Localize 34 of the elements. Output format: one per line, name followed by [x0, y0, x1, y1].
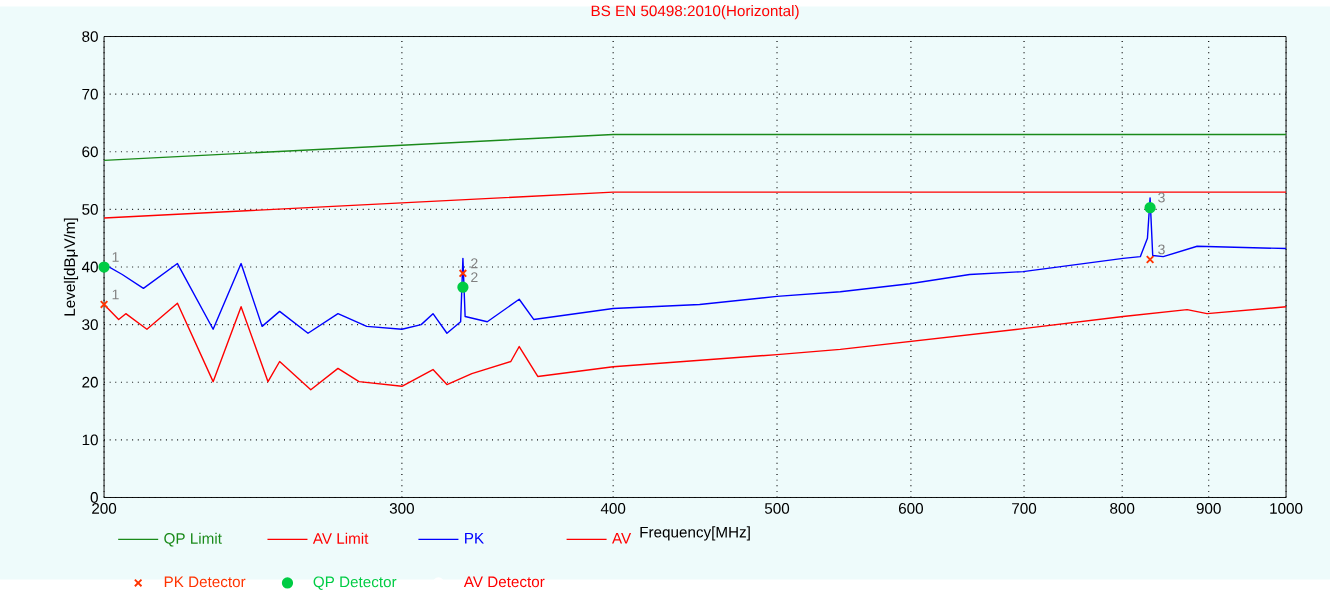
y-tick-label: 30: [82, 319, 98, 331]
x-tick-label: 1000: [1270, 503, 1303, 514]
x-tick-label: 200: [92, 503, 117, 514]
legend-label: AV Detector: [463, 576, 545, 588]
x-tick-label: 600: [898, 503, 923, 514]
x-tick-label: 700: [1012, 503, 1037, 514]
legend-label: QP Limit: [164, 532, 222, 547]
y-tick-label: 40: [81, 261, 98, 273]
y-tick-label: 20: [82, 376, 98, 388]
annotation: 3: [1158, 244, 1165, 255]
legend-label: AV: [612, 533, 632, 544]
y-tick-label: 10: [82, 434, 98, 446]
y-tick-label: 60: [82, 146, 98, 158]
annotation: 1: [112, 289, 119, 300]
x-axis-title: Frequency[MHz]: [640, 526, 750, 541]
chart-title: BS EN 50498:2010(Horizontal): [591, 5, 799, 20]
legend-label: PK Detector: [164, 576, 246, 588]
x-tick-label: 300: [389, 503, 414, 514]
legend-label: AV Limit: [312, 532, 369, 544]
y-tick-label: 70: [82, 88, 98, 100]
x-tick-label: 900: [1196, 503, 1221, 514]
annotation: 1: [112, 252, 119, 262]
x-tick-label: 400: [600, 503, 626, 514]
y-tick-label: 50: [82, 204, 98, 215]
y-tick-label: 80: [82, 31, 98, 43]
annotation: 2: [471, 272, 478, 283]
y-tick-label: 0: [90, 492, 98, 503]
annotation: 3: [1158, 192, 1165, 203]
legend-label: PK: [465, 533, 484, 544]
legend-label: QP Detector: [313, 576, 397, 591]
annotation: 2: [471, 258, 478, 269]
x-tick-label: 500: [764, 503, 790, 514]
x-tick-label: 800: [1110, 503, 1135, 514]
y-axis-title: Level[dBμV/m]: [63, 218, 79, 316]
